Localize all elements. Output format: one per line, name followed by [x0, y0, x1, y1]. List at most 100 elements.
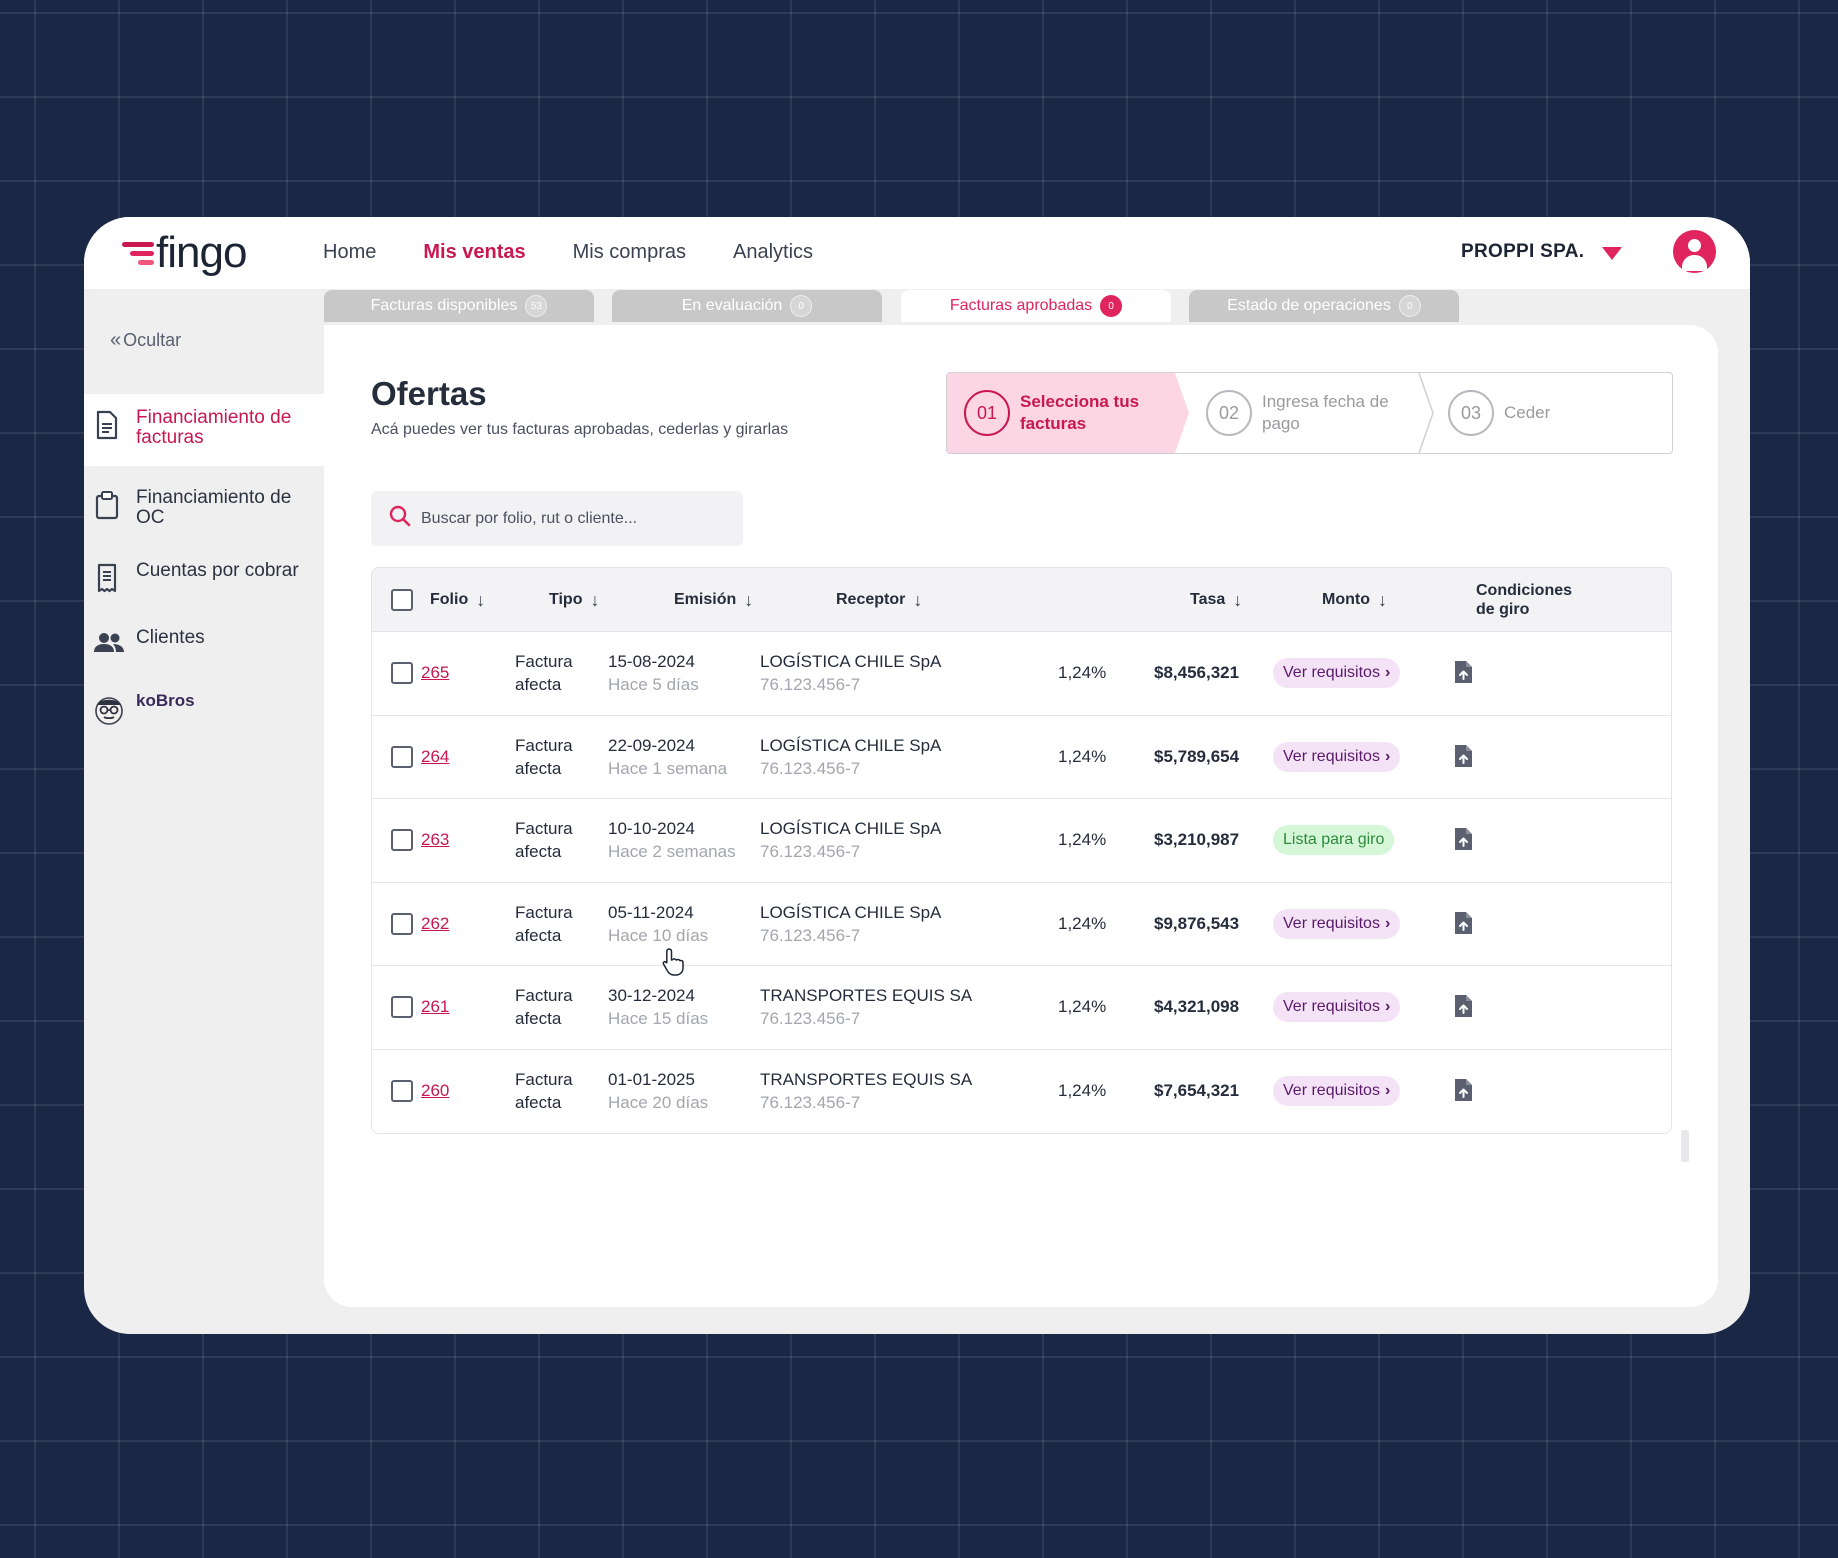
row-checkbox[interactable]	[391, 829, 413, 851]
tab-facturas-disponibles[interactable]: Facturas disponibles 53	[324, 290, 594, 322]
emision-relative: Hace 1 semana	[608, 758, 728, 778]
table-row[interactable]: 260 Factura afecta 01-01-2025 Hace 20 días T…	[372, 1049, 1671, 1133]
sidebar-item-clientes[interactable]: Clientes	[84, 628, 324, 658]
chevron-right-icon: ›	[1384, 998, 1391, 1015]
table-row[interactable]: 263 Factura afecta 10-10-2024 Hace 2 semana…	[372, 799, 1671, 883]
tab-estado-de-operaciones[interactable]: Estado de operaciones 0	[1189, 290, 1459, 322]
receipt-icon	[94, 563, 120, 593]
stepper: 01 Selecciona tus facturas 02 Ingresa fe…	[946, 372, 1673, 454]
column-emision[interactable]: Emisión ↓	[674, 589, 754, 610]
tipo-cell: Factura afecta	[515, 819, 573, 861]
tasa-cell: 1,24%	[1058, 830, 1107, 849]
receptor-rut: 76.123.456-7	[760, 925, 861, 945]
sidebar-item-financiamiento-oc[interactable]: Financiamiento de OC	[84, 488, 324, 528]
nav-item-home[interactable]: Home	[323, 241, 377, 263]
emision-date: 05-11-2024	[608, 902, 694, 922]
emision-date: 30-12-2024	[608, 986, 695, 1005]
upload-document-icon[interactable]	[1452, 827, 1474, 851]
folio-link[interactable]: 261	[421, 997, 450, 1016]
receptor-rut: 76.123.456-7	[760, 842, 861, 861]
upload-document-icon[interactable]	[1452, 744, 1474, 768]
fingo-logo[interactable]: fingo	[120, 231, 247, 275]
main-nav: Home Mis ventas Mis compras Analytics	[323, 241, 860, 264]
receptor-rut: 76.123.456-7	[760, 758, 861, 778]
monto-cell: $4,321,098	[1154, 997, 1240, 1016]
tab-count-badge: 0	[1100, 295, 1123, 317]
select-all-checkbox[interactable]	[391, 589, 413, 611]
sidebar-item-cuentas-por-cobrar[interactable]: Cuentas por cobrar	[84, 561, 324, 593]
condicion-giro-button[interactable]: Ver requisitos ›	[1273, 908, 1401, 939]
condicion-giro-button[interactable]: Ver requisitos ›	[1273, 658, 1401, 688]
folio-link[interactable]: 262	[421, 913, 450, 933]
tasa-cell: 1,24%	[1058, 913, 1107, 933]
offers-table: Folio ↓ Tipo ↓ Emisión ↓ Receptor ↓ Tasa ↓ Mo…	[371, 567, 1672, 1134]
company-selector[interactable]: PROPPI SPA.	[1461, 241, 1585, 262]
hide-sidebar-button[interactable]: « Ocultar	[110, 329, 181, 352]
column-tasa[interactable]: Tasa ↓	[1190, 589, 1243, 610]
emision-date: 15-08-2024	[608, 652, 695, 671]
step-number: 03	[1448, 390, 1494, 436]
row-checkbox[interactable]	[391, 996, 413, 1018]
user-avatar-icon[interactable]	[1673, 230, 1716, 273]
upload-document-icon[interactable]	[1452, 1078, 1474, 1102]
upload-document-icon[interactable]	[1452, 660, 1474, 684]
tasa-cell: 1,24%	[1058, 746, 1107, 766]
condicion-giro-button[interactable]: Ver requisitos ›	[1273, 1075, 1401, 1106]
search-input[interactable]	[421, 509, 721, 528]
emision-date: 10-10-2024	[608, 819, 695, 838]
tipo-cell: Factura afecta	[515, 735, 573, 778]
nav-item-mis-compras[interactable]: Mis compras	[572, 241, 686, 263]
sidebar-item-kobros[interactable]: koBros	[84, 691, 324, 725]
tasa-cell: 1,24%	[1058, 1080, 1107, 1100]
table-row[interactable]: 261 Factura afecta 30-12-2024 Hace 15 días T…	[372, 966, 1671, 1050]
hide-sidebar-label: Ocultar	[123, 330, 182, 350]
receptor-name: LOGÍSTICA CHILE SpA	[760, 652, 942, 671]
emision-relative: Hace 20 días	[608, 1092, 709, 1112]
row-checkbox[interactable]	[391, 1079, 413, 1102]
condicion-giro-button[interactable]: Lista para giro	[1273, 825, 1395, 855]
row-checkbox[interactable]	[391, 745, 413, 768]
kobros-mascot-icon	[94, 693, 123, 725]
column-folio[interactable]: Folio ↓	[430, 589, 486, 610]
condicion-giro-button[interactable]: Ver requisitos ›	[1273, 741, 1401, 772]
step-number: 01	[964, 390, 1010, 436]
column-condiciones-de-giro: Condiciones de giro	[1476, 582, 1573, 618]
column-monto[interactable]: Monto ↓	[1322, 589, 1387, 610]
tipo-cell: Factura afecta	[515, 902, 573, 945]
receptor-name: TRANSPORTES EQUIS SA	[760, 1069, 973, 1089]
upload-document-icon[interactable]	[1452, 994, 1474, 1018]
page-title: Ofertas	[371, 375, 487, 412]
folio-link[interactable]: 263	[421, 830, 450, 849]
search-box[interactable]	[371, 491, 743, 546]
chevron-right-icon: ›	[1384, 914, 1391, 932]
row-checkbox[interactable]	[391, 912, 413, 935]
folio-link[interactable]: 264	[421, 746, 450, 766]
folio-link[interactable]: 260	[421, 1080, 450, 1100]
table-row[interactable]: 265 Factura afecta 15-08-2024 Hace 5 días LO…	[372, 632, 1671, 716]
condicion-giro-button[interactable]: Ver requisitos ›	[1273, 992, 1401, 1022]
receptor-name: LOGÍSTICA CHILE SpA	[760, 902, 942, 922]
sidebar-item-financiamiento-facturas[interactable]: Financiamiento de facturas	[84, 394, 324, 466]
row-checkbox[interactable]	[391, 662, 413, 684]
upload-document-icon[interactable]	[1452, 911, 1474, 935]
table-row[interactable]: 262 Factura afecta 05-11-2024 Hace 10 días L…	[372, 882, 1671, 966]
scrollbar-thumb[interactable]	[1681, 1130, 1689, 1162]
tab-label: Facturas aprobadas	[949, 297, 1093, 314]
nav-item-mis-ventas[interactable]: Mis ventas	[423, 241, 526, 263]
monto-cell: $9,876,543	[1154, 913, 1240, 933]
monto-cell: $7,654,321	[1154, 1080, 1240, 1100]
column-receptor[interactable]: Receptor ↓	[836, 589, 923, 610]
tasa-cell: 1,24%	[1058, 997, 1107, 1016]
table-row[interactable]: 264 Factura afecta 22-09-2024 Hace 1 semana…	[372, 715, 1671, 799]
nav-item-analytics[interactable]: Analytics	[732, 241, 814, 263]
column-tipo[interactable]: Tipo ↓	[549, 589, 600, 610]
folio-link[interactable]: 265	[421, 663, 450, 682]
tab-en-evaluacion[interactable]: En evaluación 0	[612, 290, 882, 322]
page-subtitle: Acá puedes ver tus facturas aprobadas, c…	[371, 421, 789, 438]
sidebar-item-label: Clientes	[136, 627, 205, 648]
caret-down-icon[interactable]	[1602, 247, 1622, 260]
app-window: fingo Home Mis ventas Mis compras Analyt…	[84, 217, 1750, 1334]
tab-facturas-aprobadas[interactable]: Facturas aprobadas 0	[901, 290, 1171, 322]
tab-count-badge: 0	[1398, 295, 1421, 317]
chevron-right-icon: ›	[1384, 747, 1391, 765]
